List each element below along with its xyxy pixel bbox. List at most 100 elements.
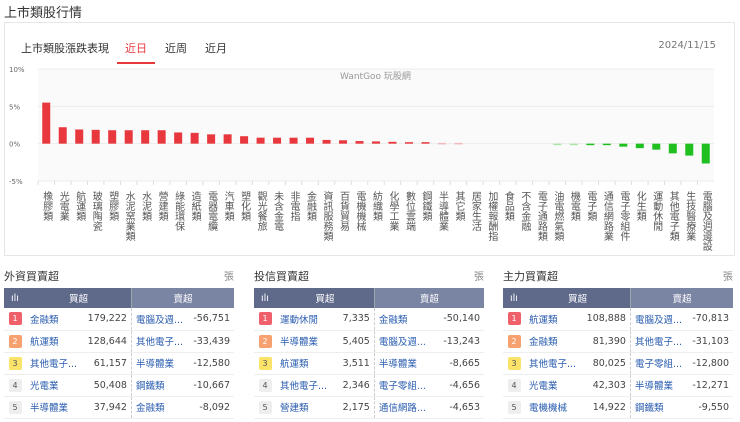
- unit-label: 張: [474, 272, 484, 283]
- sell-sector-link[interactable]: 電子零組...: [373, 374, 436, 397]
- buy-value: 37,942: [82, 396, 132, 419]
- bar[interactable]: [223, 134, 232, 144]
- buy-sector-link[interactable]: 光電業: [26, 374, 83, 397]
- bar[interactable]: [42, 102, 51, 144]
- bar[interactable]: [190, 132, 199, 144]
- panel-title: 外資買賣超: [4, 270, 59, 283]
- chart-card: 上市類股漲跌表現 近日 近周 近月 2024/11/15 10% 5% 0% -5% 橡…: [4, 22, 735, 256]
- bar[interactable]: [157, 130, 166, 144]
- bar[interactable]: [141, 130, 150, 144]
- bar[interactable]: [421, 142, 430, 144]
- tab-week[interactable]: 近周: [165, 42, 187, 55]
- chart-icon[interactable]: ılı: [503, 288, 525, 308]
- bar[interactable]: [339, 140, 348, 144]
- buy-sector-link[interactable]: 半導體業: [26, 396, 83, 419]
- rank-badge: 2: [258, 334, 272, 348]
- panel-title: 主力買賣超: [503, 270, 558, 283]
- buy-sector-link[interactable]: 半導體業: [276, 330, 337, 353]
- buy-sector-link[interactable]: 營建類: [276, 396, 337, 419]
- buy-sector-link[interactable]: 金融類: [525, 330, 582, 353]
- bar[interactable]: [322, 139, 331, 144]
- page-title: 上市類股行情: [4, 6, 83, 21]
- bar[interactable]: [273, 137, 282, 144]
- bar[interactable]: [404, 142, 413, 144]
- bar[interactable]: [207, 134, 216, 144]
- buy-sector-link[interactable]: 金融類: [26, 308, 83, 331]
- chart-icon[interactable]: ılı: [254, 288, 276, 308]
- bar[interactable]: [174, 132, 183, 144]
- tab-month[interactable]: 近月: [205, 42, 227, 55]
- bar[interactable]: [289, 137, 298, 144]
- tab-day[interactable]: 近日: [117, 37, 155, 64]
- table-row: 1 運動休閒 7,335 金融類 -50,140: [254, 308, 484, 331]
- sell-sector-link[interactable]: 金融類: [373, 308, 436, 331]
- table-row: 4 光電業 42,303 半導體業 -12,271: [503, 374, 733, 397]
- x-tick-label: 通信網路業: [601, 191, 613, 242]
- bar[interactable]: [256, 137, 265, 144]
- bar[interactable]: [437, 142, 446, 145]
- bar[interactable]: [355, 141, 364, 144]
- sell-sector-link[interactable]: 電腦及週...: [130, 308, 189, 331]
- bar[interactable]: [652, 143, 661, 150]
- buy-sector-link[interactable]: 光電業: [525, 374, 582, 397]
- bar[interactable]: [569, 143, 578, 146]
- x-tick-label: 水泥窯業類: [123, 191, 135, 242]
- buy-value: 61,157: [82, 352, 132, 375]
- x-tick-label: 油電燃氣類: [552, 190, 564, 242]
- buy-sector-link[interactable]: 電機機械: [525, 396, 582, 419]
- buy-sector-link[interactable]: 其他電子...: [26, 352, 83, 375]
- buy-sector-link[interactable]: 航運類: [525, 308, 582, 331]
- rank-badge: 1: [258, 312, 272, 326]
- buy-sector-link[interactable]: 航運類: [26, 330, 83, 353]
- sell-sector-link[interactable]: 金融類: [130, 396, 189, 419]
- buy-value: 2,175: [336, 396, 375, 419]
- sell-sector-link[interactable]: 通信網路...: [373, 396, 436, 419]
- sell-sector-link[interactable]: 半導體業: [373, 352, 436, 375]
- table-row: 5 電機機械 14,922 鋼鐵類 -9,550: [503, 396, 733, 419]
- sell-header: 賣超: [373, 288, 484, 308]
- bar[interactable]: [454, 142, 463, 145]
- sell-sector-link[interactable]: 鋼鐵類: [130, 374, 189, 397]
- bar[interactable]: [701, 143, 710, 164]
- panel-title: 投信買賣超: [254, 270, 309, 283]
- bar[interactable]: [619, 143, 628, 147]
- bar[interactable]: [91, 129, 100, 144]
- sell-value: -8,665: [435, 352, 484, 375]
- x-tick-label: 電機機械: [354, 191, 366, 232]
- buy-sector-link[interactable]: 運動休閒: [276, 308, 337, 331]
- table-row: 2 金融類 81,390 其他電子... -31,103: [503, 330, 733, 353]
- bar[interactable]: [685, 143, 694, 156]
- bar[interactable]: [602, 143, 611, 146]
- sell-value: -33,439: [188, 330, 234, 353]
- bar[interactable]: [668, 143, 677, 154]
- sell-value: -10,667: [188, 374, 234, 397]
- sell-sector-link[interactable]: 其他電子...: [629, 330, 688, 353]
- chart-icon[interactable]: ılı: [4, 288, 26, 308]
- bar[interactable]: [372, 141, 380, 144]
- x-tick-label: 航運類: [74, 190, 86, 222]
- sell-sector-link[interactable]: 電腦及週...: [629, 308, 688, 331]
- bar[interactable]: [58, 127, 67, 144]
- bar[interactable]: [635, 143, 644, 149]
- x-tick-label: 資訊服務類: [321, 191, 333, 242]
- bar[interactable]: [240, 136, 249, 144]
- bar[interactable]: [75, 129, 84, 144]
- sell-sector-link[interactable]: 電子零組...: [629, 352, 688, 375]
- sell-sector-link[interactable]: 鋼鐵類: [629, 396, 688, 419]
- sell-sector-link[interactable]: 其他電子...: [130, 330, 189, 353]
- bar[interactable]: [553, 143, 562, 146]
- sell-sector-link[interactable]: 半導體業: [130, 352, 189, 375]
- bar[interactable]: [306, 137, 315, 144]
- bar[interactable]: [124, 130, 133, 144]
- bar[interactable]: [586, 143, 595, 146]
- buy-sector-link[interactable]: 其他電子...: [276, 374, 337, 397]
- x-tick-label: 造紙類: [189, 190, 201, 222]
- bar[interactable]: [108, 130, 117, 144]
- bar[interactable]: [388, 141, 397, 144]
- buy-sector-link[interactable]: 航運類: [276, 352, 337, 375]
- sell-sector-link[interactable]: 半導體業: [629, 374, 688, 397]
- rank-badge: 4: [8, 378, 22, 392]
- sell-value: -70,813: [687, 308, 733, 331]
- buy-sector-link[interactable]: 其他電子...: [525, 352, 582, 375]
- sell-sector-link[interactable]: 電腦及週...: [373, 330, 436, 353]
